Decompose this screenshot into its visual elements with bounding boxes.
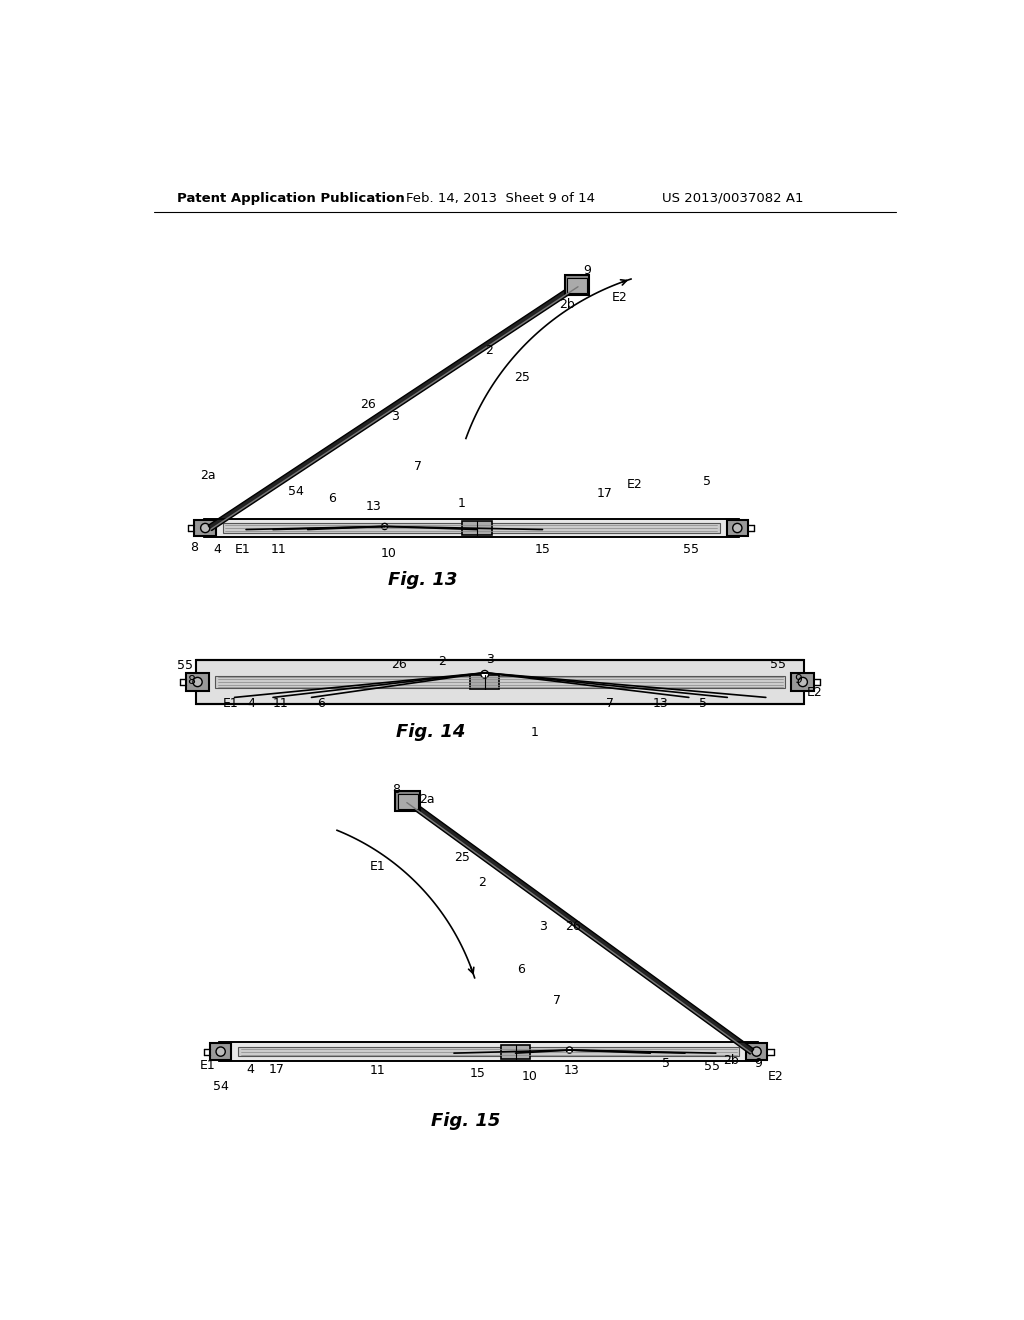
- Text: 25: 25: [454, 851, 470, 865]
- Text: 55: 55: [770, 657, 785, 671]
- Text: 2a: 2a: [200, 469, 215, 482]
- Text: 55: 55: [177, 659, 193, 672]
- Bar: [501, 1044, 530, 1059]
- Text: 5: 5: [702, 475, 711, 488]
- Text: Fig. 13: Fig. 13: [388, 572, 458, 589]
- Text: 4: 4: [214, 543, 221, 556]
- Circle shape: [201, 523, 210, 532]
- Bar: [727, 520, 749, 536]
- Bar: [223, 524, 720, 533]
- Circle shape: [566, 1047, 572, 1053]
- Text: 5: 5: [698, 697, 707, 710]
- Text: 15: 15: [469, 1067, 485, 1080]
- Text: 6: 6: [316, 697, 325, 710]
- Text: 54: 54: [289, 484, 304, 498]
- Bar: [215, 676, 785, 688]
- Text: 13: 13: [563, 1064, 579, 1077]
- Bar: [567, 277, 587, 293]
- Text: 6: 6: [517, 962, 525, 975]
- Text: 17: 17: [269, 1063, 285, 1076]
- Text: 9: 9: [755, 1056, 762, 1069]
- Text: 7: 7: [553, 994, 560, 1007]
- Text: 1: 1: [458, 496, 466, 510]
- Text: E1: E1: [223, 697, 239, 710]
- Polygon shape: [208, 282, 579, 531]
- Text: US 2013/0037082 A1: US 2013/0037082 A1: [662, 191, 804, 205]
- Text: E1: E1: [200, 1059, 216, 1072]
- Text: E2: E2: [628, 478, 643, 491]
- Text: Feb. 14, 2013  Sheet 9 of 14: Feb. 14, 2013 Sheet 9 of 14: [407, 191, 595, 205]
- Text: 55: 55: [705, 1060, 720, 1073]
- Bar: [239, 1047, 739, 1056]
- Bar: [210, 1043, 231, 1060]
- Text: 1: 1: [531, 726, 539, 739]
- Bar: [397, 793, 418, 809]
- Text: 17: 17: [596, 487, 612, 500]
- Text: E2: E2: [768, 1069, 783, 1082]
- Text: 8: 8: [189, 541, 198, 554]
- Text: 7: 7: [414, 459, 422, 473]
- Text: Fig. 14: Fig. 14: [396, 723, 466, 741]
- Circle shape: [216, 1047, 225, 1056]
- Text: 11: 11: [273, 697, 289, 710]
- Text: 7: 7: [606, 697, 614, 710]
- Text: 26: 26: [565, 920, 582, 933]
- Text: 6: 6: [329, 492, 336, 506]
- Circle shape: [752, 1047, 761, 1056]
- Text: E1: E1: [370, 861, 385, 874]
- Text: 8: 8: [392, 783, 400, 796]
- Text: 13: 13: [652, 697, 669, 710]
- Bar: [204, 519, 739, 537]
- Text: 26: 26: [360, 399, 376, 412]
- Bar: [565, 276, 590, 296]
- Bar: [196, 660, 804, 704]
- Text: 4: 4: [246, 1063, 254, 1076]
- Bar: [195, 520, 216, 536]
- Text: 4: 4: [248, 697, 255, 710]
- Circle shape: [481, 671, 488, 678]
- Text: 11: 11: [370, 1064, 385, 1077]
- Circle shape: [798, 677, 807, 686]
- Text: 8: 8: [186, 675, 195, 686]
- Text: E2: E2: [807, 686, 822, 700]
- Text: E2: E2: [611, 290, 628, 304]
- Bar: [470, 675, 500, 689]
- Bar: [219, 1043, 758, 1061]
- Polygon shape: [406, 799, 754, 1055]
- Text: 2b: 2b: [724, 1055, 739, 1068]
- Circle shape: [382, 523, 388, 529]
- Text: 9: 9: [795, 673, 802, 686]
- Bar: [463, 521, 492, 535]
- Text: 9: 9: [584, 264, 591, 277]
- Text: 3: 3: [539, 920, 547, 933]
- Text: 15: 15: [535, 543, 551, 556]
- Text: 2: 2: [478, 875, 486, 888]
- Text: 54: 54: [213, 1080, 228, 1093]
- Text: Patent Application Publication: Patent Application Publication: [177, 191, 404, 205]
- Text: Fig. 15: Fig. 15: [431, 1111, 500, 1130]
- Circle shape: [733, 523, 742, 532]
- Text: 2b: 2b: [559, 298, 574, 312]
- Text: E1: E1: [234, 543, 250, 556]
- Bar: [395, 792, 420, 812]
- Circle shape: [193, 677, 202, 686]
- Text: 10: 10: [381, 546, 396, 560]
- Text: 11: 11: [270, 543, 287, 556]
- Bar: [792, 673, 814, 692]
- Text: 3: 3: [391, 409, 398, 422]
- Bar: [745, 1043, 767, 1060]
- Text: 25: 25: [514, 371, 529, 384]
- Text: 5: 5: [662, 1056, 670, 1069]
- Text: 2: 2: [438, 656, 446, 668]
- Text: 2a: 2a: [419, 792, 435, 805]
- Text: 2: 2: [484, 345, 493, 358]
- Text: 13: 13: [366, 500, 381, 513]
- Bar: [186, 673, 209, 692]
- Text: 10: 10: [521, 1069, 538, 1082]
- Text: 55: 55: [683, 543, 699, 556]
- Text: 26: 26: [391, 657, 407, 671]
- Text: 3: 3: [486, 653, 495, 667]
